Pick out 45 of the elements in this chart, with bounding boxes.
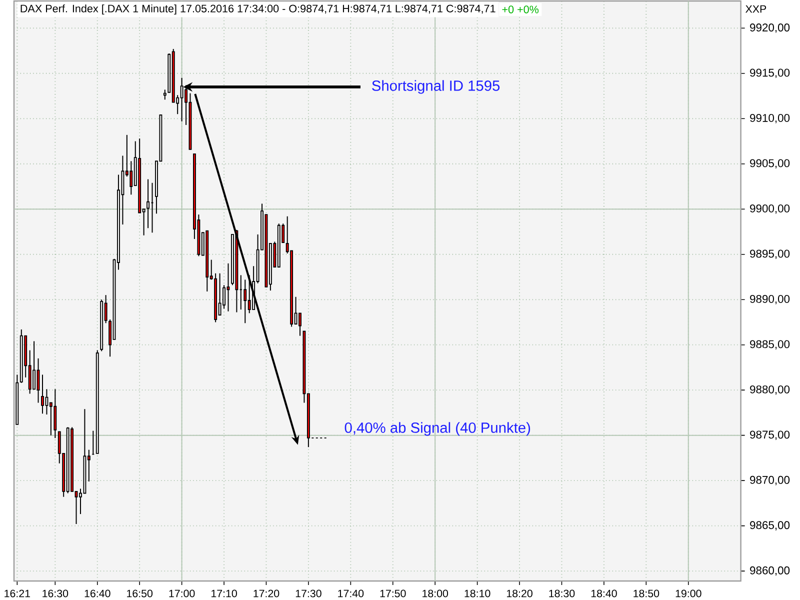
x-tick-label: 18:10: [464, 590, 490, 598]
x-tick-label: 17:50: [380, 590, 406, 598]
x-tick-label: 16:30: [42, 590, 68, 598]
candlestick: [163, 89, 166, 100]
candlestick: [32, 340, 36, 390]
x-tick-label: 18:50: [634, 590, 660, 598]
candlestick: [244, 279, 247, 324]
y-tick-label: 9905,00: [750, 159, 790, 169]
y-tick-label: 9885,00: [750, 340, 790, 350]
candlestick: [146, 178, 150, 229]
x-tick-label: 19:00: [676, 590, 702, 598]
y-tick-label: 9875,00: [750, 430, 790, 440]
x-tick-label: 16:50: [127, 590, 153, 598]
y-tick-label: 9895,00: [750, 250, 790, 259]
annotation: Shortsignal ID 1595: [372, 80, 500, 94]
candlestick: [248, 274, 251, 314]
y-tick-label: 9900,00: [750, 204, 790, 214]
candlestick: [130, 160, 133, 196]
candlestick: [298, 312, 302, 336]
x-tick-label: 18:30: [549, 590, 575, 598]
x-tick-label: 16:21: [4, 590, 30, 598]
y-tick-label: 9920,00: [750, 24, 790, 33]
candlestick: [41, 374, 44, 414]
x-tick-label: 17:20: [254, 590, 280, 598]
x-tick-label: 17:30: [296, 590, 322, 598]
x-tick-label: 18:20: [506, 590, 532, 598]
x-tick-label: 18:00: [422, 590, 448, 598]
y-tick-label: 9865,00: [750, 521, 790, 530]
y-tick-label: 9860,00: [750, 566, 790, 576]
x-tick-label: 17:00: [169, 590, 195, 598]
y-tick-label: 9880,00: [750, 385, 790, 395]
annotation: 0,40% ab Signal (40 Punkte): [344, 422, 530, 436]
chart-subtitle: +0 +0%: [502, 6, 539, 14]
chart-title: DAX Perf. Index [.DAX 1 Minute] 17.05.2016 17:34:00 - O:9874,71 H:9874,71 L:9874,71 C:9874,71: [20, 4, 496, 15]
y-tick-label: 9870,00: [750, 476, 790, 486]
x-tick-label: 17:10: [211, 590, 237, 598]
x-tick-label: 17:40: [338, 590, 364, 598]
y-tick-label: 9910,00: [750, 114, 790, 124]
x-tick-label: 18:40: [591, 590, 617, 598]
candlestick: [54, 388, 57, 439]
candlestick: [226, 262, 230, 312]
y-tick-label: 9890,00: [750, 294, 790, 304]
y-axis-title: XXP: [746, 5, 766, 13]
x-tick-label: 16:40: [84, 590, 110, 598]
y-tick-label: 9915,00: [750, 68, 790, 78]
